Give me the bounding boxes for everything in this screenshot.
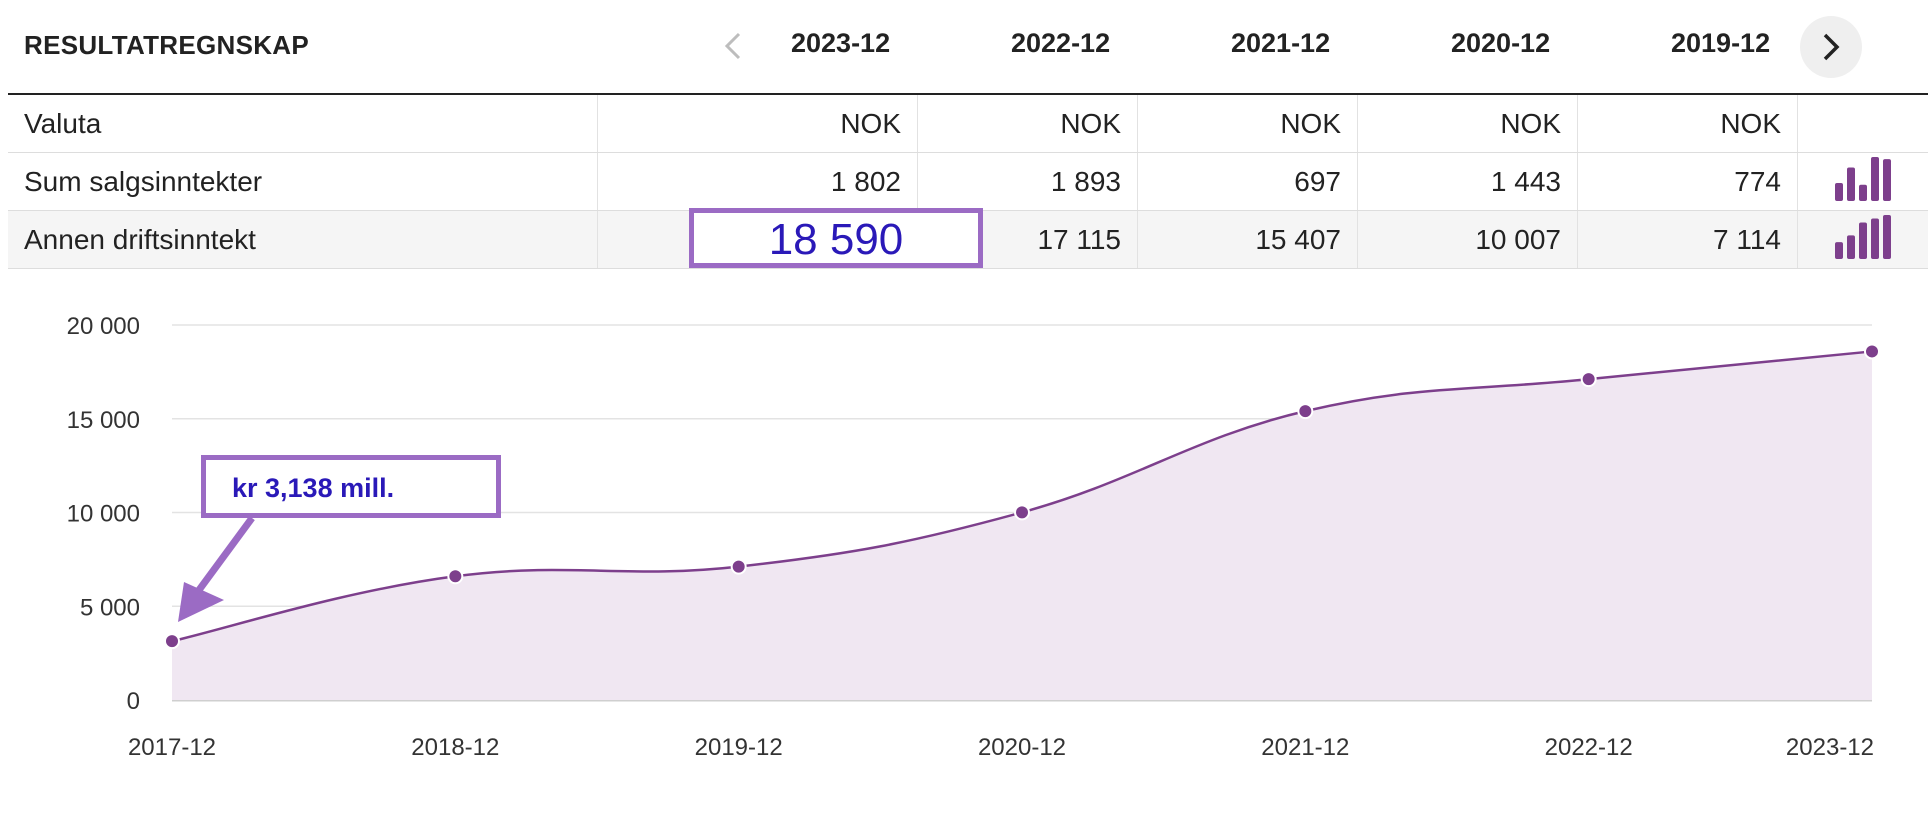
y-tick-label: 15 000 xyxy=(67,407,140,434)
table-row: Sum salgsinntekter 1 802 1 893 697 1 443… xyxy=(8,152,1928,211)
table-row: Annen driftsinntekt 18 590 17 115 15 407… xyxy=(8,210,1928,269)
x-tick-label: 2019-12 xyxy=(695,734,783,761)
section-title: RESULTATREGNSKAP xyxy=(24,30,310,60)
x-tick-label: 2023-12 xyxy=(1786,734,1874,761)
data-point[interactable] xyxy=(447,568,464,585)
callout-arrow xyxy=(185,515,255,608)
cell: 7 114 xyxy=(1577,210,1798,269)
cell: NOK xyxy=(1137,95,1358,153)
data-point[interactable] xyxy=(1014,504,1030,521)
data-point[interactable] xyxy=(1580,371,1597,388)
table-header: RESULTATREGNSKAP 2023-12 2022-12 2021-12… xyxy=(8,0,1928,95)
highlight-value: 18 590 xyxy=(768,215,904,264)
cell: 774 xyxy=(1577,152,1798,211)
chevron-right-icon xyxy=(1823,33,1840,61)
series-area xyxy=(172,351,1872,700)
x-tick-label: 2020-12 xyxy=(978,734,1066,761)
sparkline-bar xyxy=(1859,184,1867,201)
cell: 1 443 xyxy=(1357,152,1578,211)
cell: 1 893 xyxy=(917,152,1138,211)
cell: 697 xyxy=(1137,152,1358,211)
sparkline-chart-icon[interactable] xyxy=(1797,152,1928,211)
sparkline-bar xyxy=(1835,242,1843,259)
annotation-callout: kr 3,138 mill. xyxy=(201,455,501,518)
table-row: Valuta NOK NOK NOK NOK NOK xyxy=(8,95,1928,153)
x-tick-label: 2017-12 xyxy=(128,734,216,761)
callout-text: kr 3,138 mill. xyxy=(232,473,395,503)
year-header-2020[interactable]: 2020-12 xyxy=(1451,28,1551,58)
sparkline-bar xyxy=(1883,159,1891,201)
cell: NOK xyxy=(917,95,1138,153)
sparkline-bar xyxy=(1847,235,1855,259)
sparkline-chart-icon[interactable] xyxy=(1797,210,1928,269)
sparkline-bar xyxy=(1883,215,1891,259)
sparkline-bar xyxy=(1835,183,1843,201)
cell: 10 007 xyxy=(1357,210,1578,269)
x-tick-label: 2018-12 xyxy=(411,734,499,761)
y-tick-label: 10 000 xyxy=(67,501,140,528)
y-tick-label: 0 xyxy=(127,688,140,715)
y-tick-label: 20 000 xyxy=(67,313,140,340)
year-header-2021[interactable]: 2021-12 xyxy=(1231,28,1331,58)
year-header-2022[interactable]: 2022-12 xyxy=(1011,28,1111,58)
financial-table: Valuta NOK NOK NOK NOK NOK Sum salgsinnt… xyxy=(8,95,1928,269)
cell: NOK xyxy=(1577,95,1798,153)
row-label: Valuta xyxy=(8,95,598,153)
row-label: Sum salgsinntekter xyxy=(8,152,598,211)
data-point[interactable] xyxy=(164,633,180,650)
sparkline-bar xyxy=(1871,157,1879,201)
x-tick-label: 2021-12 xyxy=(1261,734,1349,761)
cell: 15 407 xyxy=(1137,210,1358,269)
cell: 1 802 xyxy=(597,152,918,211)
year-header-2023[interactable]: 2023-12 xyxy=(791,28,891,58)
sparkline-bar xyxy=(1847,167,1855,201)
sparkline-bar xyxy=(1859,222,1867,259)
cell: NOK xyxy=(1357,95,1578,153)
highlight-box: 18 590 xyxy=(689,208,983,268)
year-header-2019[interactable]: 2019-12 xyxy=(1671,28,1771,58)
next-button[interactable] xyxy=(1800,16,1862,78)
callout-arrowhead xyxy=(178,582,224,622)
x-tick-label: 2022-12 xyxy=(1545,734,1633,761)
data-point[interactable] xyxy=(1297,403,1314,420)
y-tick-label: 5 000 xyxy=(80,594,140,621)
data-point[interactable] xyxy=(730,558,747,575)
chevron-left-icon[interactable] xyxy=(713,26,753,66)
data-point[interactable] xyxy=(1864,343,1880,360)
sparkline-bar xyxy=(1871,218,1879,259)
cell: NOK xyxy=(597,95,918,153)
row-label: Annen driftsinntekt xyxy=(8,210,598,269)
